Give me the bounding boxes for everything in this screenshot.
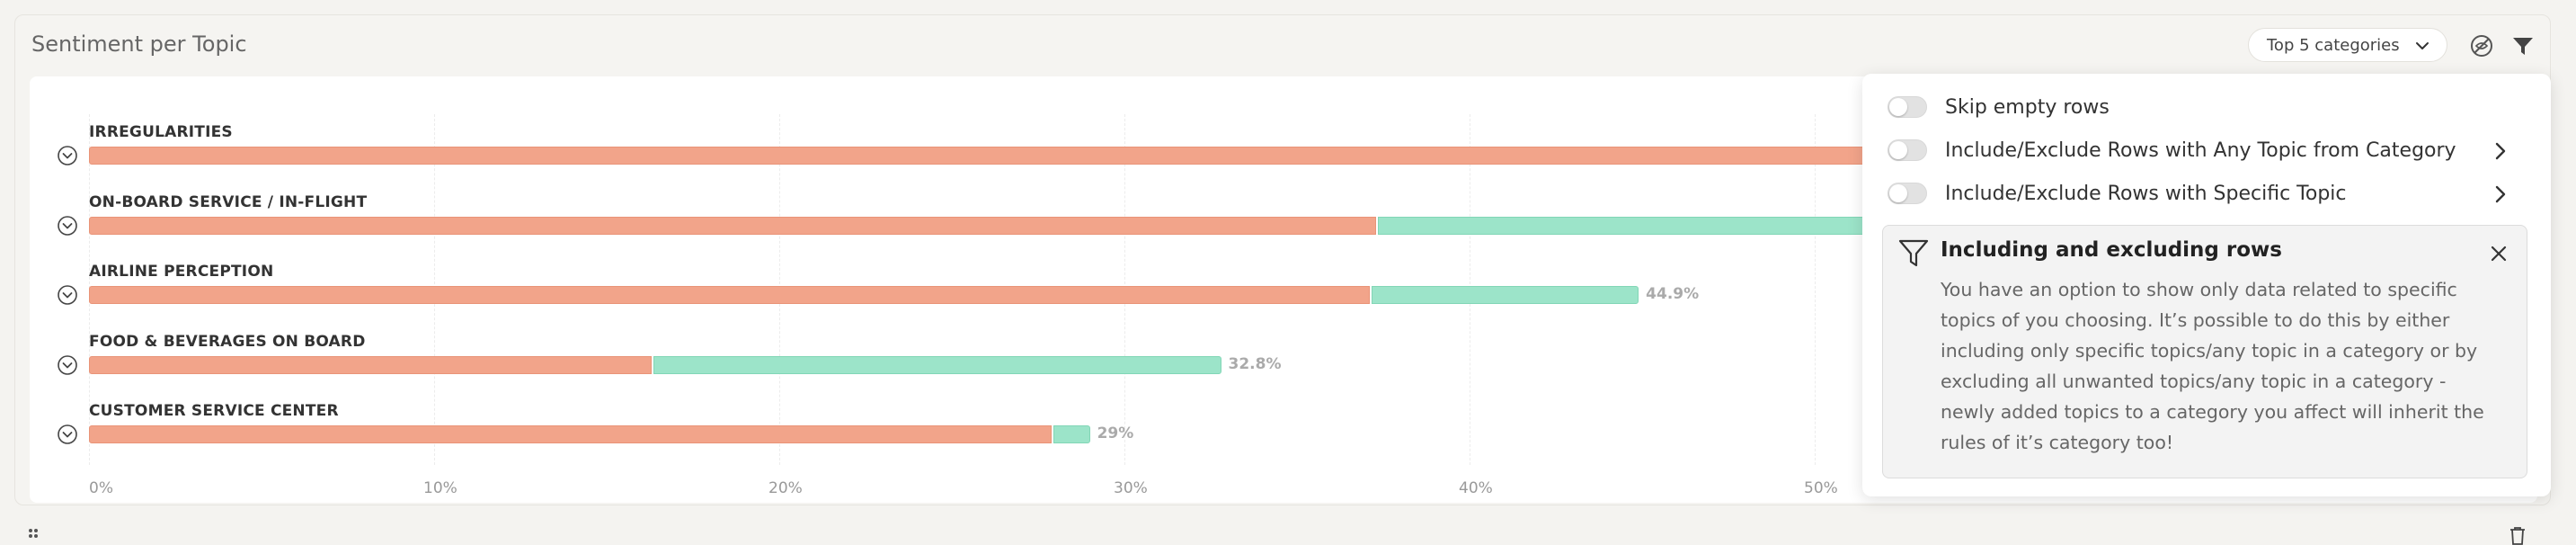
dropdown-label: Top 5 categories bbox=[2267, 35, 2400, 55]
bar-total-label: 32.8% bbox=[1228, 354, 1282, 373]
top-categories-dropdown[interactable]: Top 5 categories bbox=[2248, 28, 2447, 62]
option-skip-empty-rows[interactable]: Skip empty rows bbox=[1888, 94, 2110, 121]
skip-empty-rows-toggle[interactable] bbox=[1888, 96, 1927, 118]
option-label: Include/Exclude Rows with Specific Topic bbox=[1945, 182, 2347, 205]
option-label: Skip empty rows bbox=[1945, 95, 2110, 119]
bar-total-label: 29% bbox=[1097, 424, 1134, 442]
hide-chart-icon[interactable] bbox=[2469, 33, 2494, 58]
category-label: CUSTOMER SERVICE CENTER bbox=[89, 402, 339, 420]
expand-row-icon[interactable] bbox=[57, 145, 78, 166]
x-tick-label: 50% bbox=[1804, 479, 1838, 497]
bar-segment-negative[interactable] bbox=[89, 286, 1370, 304]
bar-segment-negative[interactable] bbox=[89, 425, 1053, 443]
widget-title: Sentiment per Topic bbox=[31, 31, 247, 57]
filter-icon[interactable] bbox=[2510, 33, 2536, 58]
include-exclude-category-toggle[interactable] bbox=[1888, 139, 1927, 161]
expand-row-icon[interactable] bbox=[57, 215, 78, 237]
chevron-right-icon[interactable] bbox=[2492, 183, 2509, 205]
bar-total-label: 44.9% bbox=[1646, 285, 1700, 303]
info-title: Including and excluding rows bbox=[1941, 238, 2282, 262]
filter-popover: Skip empty rows Include/Exclude Rows wit… bbox=[1862, 74, 2551, 496]
funnel-icon bbox=[1898, 239, 1929, 267]
x-tick-label: 0% bbox=[89, 479, 113, 497]
trash-icon[interactable] bbox=[2508, 525, 2527, 545]
category-label: FOOD & BEVERAGES ON BOARD bbox=[89, 332, 366, 351]
option-include-exclude-category[interactable]: Include/Exclude Rows with Any Topic from… bbox=[1888, 137, 2535, 164]
option-include-exclude-topic[interactable]: Include/Exclude Rows with Specific Topic bbox=[1888, 180, 2535, 207]
category-label: ON-BOARD SERVICE / IN-FLIGHT bbox=[89, 192, 368, 211]
bar-segment-negative[interactable] bbox=[89, 147, 1987, 165]
bar-segment-negative[interactable] bbox=[89, 355, 652, 374]
expand-row-icon[interactable] bbox=[57, 284, 78, 306]
info-body: You have an option to show only data rel… bbox=[1941, 279, 2484, 453]
info-box: Including and excluding rows You have an… bbox=[1882, 225, 2527, 478]
option-label: Include/Exclude Rows with Any Topic from… bbox=[1945, 138, 2456, 162]
include-exclude-topic-toggle[interactable] bbox=[1888, 183, 1927, 204]
bar-segment-positive[interactable] bbox=[1371, 286, 1639, 304]
bar-segment-negative[interactable] bbox=[89, 216, 1377, 235]
chevron-down-icon bbox=[2416, 42, 2429, 49]
category-label: IRREGULARITIES bbox=[89, 123, 233, 141]
close-icon[interactable] bbox=[2489, 244, 2509, 264]
x-tick-label: 30% bbox=[1114, 479, 1148, 497]
x-tick-label: 40% bbox=[1459, 479, 1493, 497]
x-tick-label: 20% bbox=[768, 479, 803, 497]
expand-row-icon[interactable] bbox=[57, 424, 78, 445]
chevron-right-icon[interactable] bbox=[2492, 140, 2509, 162]
category-label: AIRLINE PERCEPTION bbox=[89, 263, 274, 281]
bar-segment-positive[interactable] bbox=[1053, 425, 1090, 443]
drag-handle-icon[interactable] bbox=[27, 527, 40, 543]
bar-segment-positive[interactable] bbox=[653, 355, 1221, 374]
gridline bbox=[1815, 114, 1816, 465]
expand-row-icon[interactable] bbox=[57, 354, 78, 376]
x-tick-label: 10% bbox=[423, 479, 457, 497]
